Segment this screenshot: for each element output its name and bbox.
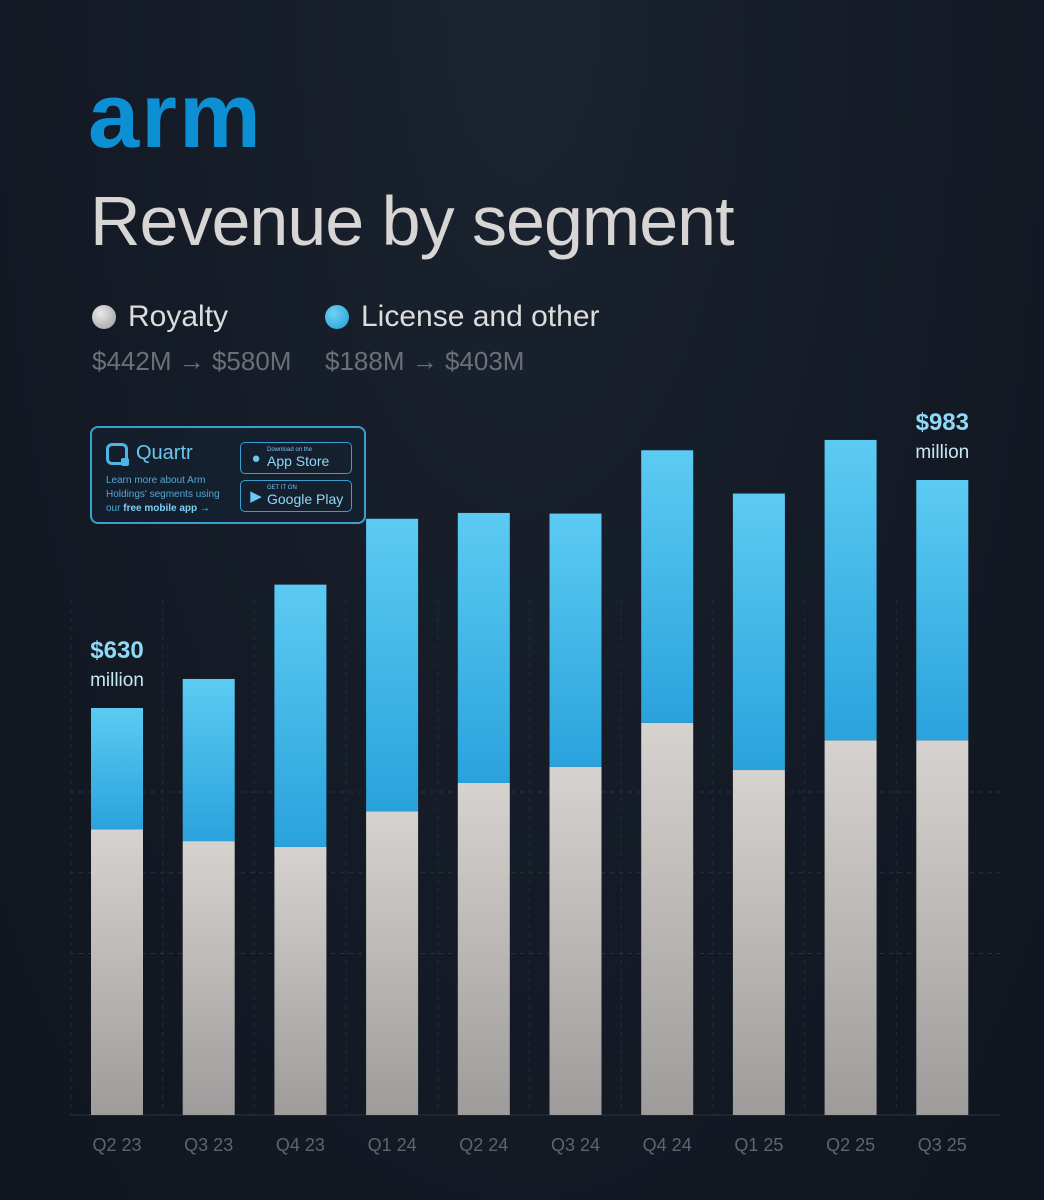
- apple-icon: ●: [251, 449, 261, 467]
- bar-license-Q1-24: [366, 518, 419, 812]
- bar-license-Q3-23: [182, 678, 235, 842]
- app-store-big-text: App Store: [267, 453, 330, 469]
- x-tick-label: Q2 24: [459, 1135, 508, 1155]
- x-tick-label: Q3 24: [551, 1135, 600, 1155]
- google-play-button[interactable]: ▶ GET IT ON Google Play: [240, 480, 352, 512]
- arm-logo: arm: [88, 65, 263, 167]
- promo-link-free-app[interactable]: free mobile app →: [123, 503, 210, 514]
- bar-royalty-Q2-23: [91, 829, 143, 1115]
- promo-text-line1: Learn more about Arm: [106, 475, 206, 486]
- x-tick-label: Q4 24: [643, 1135, 692, 1155]
- bar-license-Q4-23: [274, 584, 327, 847]
- play-icon: ▶: [250, 488, 262, 505]
- bar-license-Q3-25: [916, 479, 969, 741]
- total-label-value: $630: [90, 637, 143, 664]
- promo-text-line2: Holdings' segments using: [106, 489, 220, 500]
- bar-royalty-Q2-25: [824, 740, 877, 1115]
- x-tick-label: Q2 25: [826, 1135, 875, 1155]
- page-title: Revenue by segment: [90, 182, 735, 260]
- total-label-unit: million: [915, 442, 969, 463]
- promo-text: Learn more about Arm Holdings' segments …: [106, 474, 236, 516]
- total-label-unit: million: [90, 670, 144, 691]
- quartr-brand: Quartr: [106, 442, 193, 466]
- bar-royalty-Q3-25: [916, 740, 969, 1115]
- bar-royalty-Q2-24: [457, 782, 510, 1115]
- quartr-logo-icon: [106, 442, 129, 466]
- bar-license-Q2-25: [824, 439, 877, 741]
- promo-text-line3-prefix: our: [106, 503, 121, 514]
- legend-range-royalty: $442M → $580M: [92, 346, 292, 376]
- app-store-small-text: Download on the: [267, 447, 313, 453]
- app-store-button[interactable]: ● Download on the App Store: [240, 442, 352, 474]
- bar-royalty-Q4-23: [274, 846, 327, 1115]
- bar-royalty-Q3-23: [182, 841, 235, 1115]
- bar-royalty-Q3-24: [549, 766, 602, 1115]
- x-tick-label: Q1 24: [368, 1135, 417, 1155]
- royalty-dot-icon: [92, 305, 116, 329]
- bar-license-Q3-24: [549, 513, 602, 767]
- google-play-big-text: Google Play: [267, 491, 344, 507]
- quartr-promo-card[interactable]: Quartr Learn more about Arm Holdings' se…: [90, 426, 366, 524]
- x-tick-label: Q3 25: [918, 1135, 967, 1155]
- total-label-value: $983: [916, 409, 969, 436]
- x-tick-label: Q1 25: [734, 1135, 783, 1155]
- legend-label-royalty: Royalty: [128, 300, 229, 333]
- license-dot-icon: [325, 305, 349, 329]
- x-tick-label: Q4 23: [276, 1135, 325, 1155]
- bar-royalty-Q1-24: [366, 811, 419, 1115]
- legend-range-license: $188M → $403M: [325, 346, 525, 376]
- x-tick-label: Q3 23: [184, 1135, 233, 1155]
- bar-license-Q2-24: [457, 512, 510, 783]
- bar-royalty-Q1-25: [732, 770, 785, 1115]
- quartr-brand-name: Quartr: [136, 442, 193, 464]
- legend-label-license: License and other: [361, 300, 600, 333]
- promo-text-line3: our free mobile app →: [106, 502, 236, 516]
- bar-license-Q1-25: [732, 493, 785, 771]
- x-tick-label: Q2 23: [92, 1135, 141, 1155]
- legend-item-royalty: Royalty: [92, 300, 228, 334]
- bar-license-Q2-23: [91, 708, 143, 830]
- legend-item-license: License and other: [325, 300, 600, 334]
- google-play-small-text: GET IT ON: [267, 485, 297, 491]
- bar-license-Q4-24: [641, 450, 694, 723]
- bar-royalty-Q4-24: [641, 722, 694, 1115]
